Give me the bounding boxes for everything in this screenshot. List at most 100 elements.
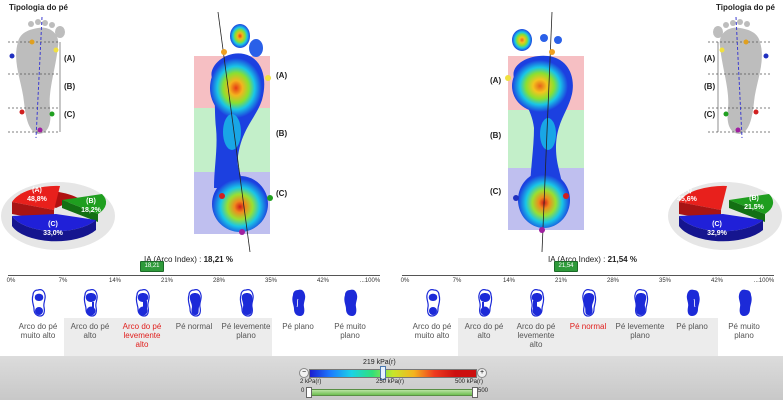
- right-tick-100: ...100%: [753, 278, 775, 284]
- right-tick-35: 35%: [658, 278, 672, 284]
- left-arch-index: IA (Arco Index) : 18,21 %: [144, 255, 233, 264]
- left-pie-a-value: 48,8%: [27, 196, 47, 203]
- left-category-normal[interactable]: Pé normal: [168, 318, 220, 356]
- left-tick-21: 21%: [160, 278, 174, 284]
- left-scale: 18,21 0% 7% 14% 21% 28% 35% 42% ...100%: [6, 261, 381, 288]
- right-foot-type-icon-3: [530, 289, 545, 317]
- right-pie-label-b: (B) 21,5%: [737, 194, 771, 212]
- right-category-flat[interactable]: Pé plano: [666, 318, 718, 356]
- right-pie-b-value: 21,5%: [744, 204, 764, 211]
- right-scale-marker[interactable]: 21,54: [554, 261, 578, 272]
- left-category-label: Arco do pé levemente alto: [122, 322, 162, 349]
- left-tick-0: 0%: [6, 278, 16, 284]
- left-scale-marker[interactable]: 18,21: [140, 261, 164, 272]
- left-category-flat[interactable]: Pé plano: [272, 318, 324, 356]
- pressure-color-scale: [309, 369, 477, 378]
- right-category-very-flat[interactable]: Pé muito plano: [718, 318, 770, 356]
- right-zone-label-b: (B): [490, 131, 502, 140]
- left-diagram-label-c: (C): [64, 110, 76, 119]
- right-pie-a-name: (A): [682, 187, 692, 194]
- left-category-label: Arco do pé muito alto: [18, 322, 58, 340]
- right-zone-label-c: (C): [490, 187, 502, 196]
- left-zone-label-b: (B): [276, 129, 288, 138]
- right-diagram-label-c: (C): [704, 110, 716, 119]
- left-diagram-label-a: (A): [64, 54, 76, 63]
- left-foot-type-icon-5: [239, 289, 254, 317]
- left-foot-type-icon-4: [187, 289, 202, 317]
- left-tick-100: ...100%: [359, 278, 381, 284]
- right-tick-28: 28%: [606, 278, 620, 284]
- pressure-increase-button[interactable]: +: [477, 368, 487, 378]
- left-tick-42: 42%: [316, 278, 330, 284]
- right-category-very-high-arch[interactable]: Arco do pé muito alto: [406, 318, 458, 356]
- left-footprint-pressure-map: [194, 11, 273, 252]
- right-foot-type-icon-2: [478, 289, 493, 317]
- right-pie-a-value: 45,6%: [677, 196, 697, 203]
- right-foot-type-icon-1: [426, 289, 441, 317]
- right-category-label: Pé levemente plano: [615, 322, 665, 340]
- left-arch-index-value: 18,21 %: [203, 255, 233, 264]
- left-pie-b-value: 18,2%: [81, 207, 101, 214]
- left-tick-7: 7%: [58, 278, 68, 284]
- right-foot-diagram: [708, 16, 770, 139]
- left-pie-label-c: (C) 33,0%: [36, 220, 70, 238]
- left-category-very-high-arch[interactable]: Arco do pé muito alto: [12, 318, 64, 356]
- right-tick-21: 21%: [554, 278, 568, 284]
- right-category-high-arch[interactable]: Arco do pé alto: [458, 318, 510, 356]
- left-title: Tipologia do pé: [9, 3, 68, 12]
- left-pie-c-name: (C): [48, 221, 58, 228]
- left-arch-index-label: IA (Arco Index) :: [144, 255, 202, 264]
- range-slider-left-handle[interactable]: [306, 387, 312, 398]
- right-category-label: Pé muito plano: [728, 322, 760, 340]
- left-foot-type-icon-6: [292, 289, 306, 316]
- right-scale: 21,54 0% 7% 14% 21% 28% 35% 42% ...100%: [400, 261, 775, 288]
- right-title: Tipologia do pé: [716, 3, 775, 12]
- right-category-normal[interactable]: Pé normal: [562, 318, 614, 356]
- range-min-label: 0: [301, 388, 305, 394]
- right-foot-type-icon-4: [582, 289, 597, 317]
- pressure-range-slider[interactable]: [309, 389, 477, 396]
- pressure-min-label: 2 kPa(r): [300, 379, 322, 385]
- right-tick-7: 7%: [452, 278, 462, 284]
- right-category-label: Pé normal: [569, 322, 607, 331]
- right-category-label: Arco do pé muito alto: [412, 322, 452, 340]
- left-category-label: Pé normal: [175, 322, 213, 331]
- right-tick-42: 42%: [710, 278, 724, 284]
- left-pie-c-value: 33,0%: [43, 230, 63, 237]
- left-category-label: Pé plano: [282, 322, 314, 331]
- right-pie-b-name: (B): [749, 195, 759, 202]
- left-category-label: Arco do pé alto: [70, 322, 110, 340]
- right-category-label: Pé plano: [676, 322, 708, 331]
- right-foot-type-icon-6: [686, 289, 700, 316]
- right-pie-chart: [668, 182, 782, 250]
- right-tick-0: 0%: [400, 278, 410, 284]
- left-foot-diagram: [8, 16, 65, 139]
- right-category-label: Arco do pé levemente alto: [516, 322, 556, 349]
- left-foot-type-icon-3: [135, 289, 150, 317]
- left-category-slightly-flat[interactable]: Pé levemente plano: [220, 318, 272, 356]
- pressure-mid-label: 250 kPa(r): [376, 379, 405, 385]
- right-category-slightly-high-arch[interactable]: Arco do pé levemente alto: [510, 318, 562, 356]
- left-category-high-arch[interactable]: Arco do pé alto: [64, 318, 116, 356]
- right-foot-type-icon-7: [738, 289, 752, 316]
- left-zone-label-a: (A): [276, 71, 288, 80]
- right-category-label: Arco do pé alto: [464, 322, 504, 340]
- left-foot-type-icon-1: [31, 289, 46, 317]
- right-pie-label-a: (A) 45,6%: [670, 186, 704, 204]
- right-arch-index-label: IA (Arco Index) :: [548, 255, 606, 264]
- left-foot-type-icon-2: [83, 289, 98, 317]
- right-diagram-label-a: (A): [704, 54, 716, 63]
- right-diagram-label-b: (B): [704, 82, 716, 91]
- left-tick-35: 35%: [264, 278, 278, 284]
- left-category-very-flat[interactable]: Pé muito plano: [324, 318, 376, 356]
- left-category-label: Pé muito plano: [334, 322, 366, 340]
- left-foot-type-icon-7: [344, 289, 358, 316]
- right-footprint-pressure-map: [505, 11, 584, 252]
- range-slider-right-handle[interactable]: [472, 387, 478, 398]
- pressure-decrease-button[interactable]: −: [299, 368, 309, 378]
- left-zone-label-c: (C): [276, 189, 288, 198]
- right-pie-label-c: (C) 32,9%: [700, 220, 734, 238]
- right-category-slightly-flat[interactable]: Pé levemente plano: [614, 318, 666, 356]
- pressure-slider-thumb[interactable]: [379, 366, 386, 380]
- left-category-slightly-high-arch[interactable]: Arco do pé levemente alto: [116, 318, 168, 356]
